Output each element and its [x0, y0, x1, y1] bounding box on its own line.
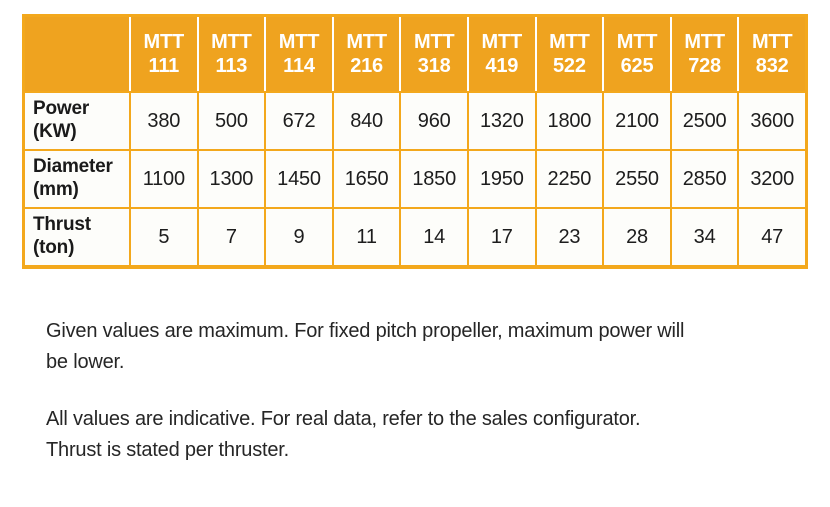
- column-header-top-line: MTT: [346, 31, 387, 53]
- row-label-unit: (KW): [33, 121, 77, 142]
- column-header: MTT 113: [198, 17, 265, 91]
- table-cell: 5: [131, 209, 197, 265]
- table-cell: 1300: [198, 151, 265, 207]
- column-header-bottom-line: 113: [215, 55, 248, 77]
- notes: Given values are maximum. For fixed pitc…: [46, 316, 786, 466]
- table-cell: 1450: [266, 151, 332, 207]
- note-line: All values are indicative. For real data…: [46, 408, 641, 430]
- table-cell: 840: [333, 93, 400, 149]
- column-header: MTT 318: [401, 17, 467, 91]
- column-header-top-line: MTT: [143, 31, 185, 53]
- column-header-bottom-line: 114: [283, 55, 315, 77]
- table-row: Power (KW) 380 500 672 840 960 1320 1800 2100 2500…: [25, 93, 805, 149]
- row-label: Thrust (ton): [25, 209, 129, 265]
- column-header: MTT 832: [739, 17, 805, 91]
- row-label-label: Thrust: [33, 214, 91, 236]
- table-cell: 3600: [739, 93, 805, 149]
- table-cell: 47: [739, 209, 805, 265]
- row-label: Power (KW): [25, 93, 129, 149]
- column-header-top-line: MTT: [481, 31, 523, 53]
- column-header-top-line: MTT: [549, 31, 590, 53]
- table-cell: 34: [671, 209, 738, 265]
- table-cell: 500: [198, 93, 265, 149]
- note-line: Given values are maximum. For fixed pitc…: [46, 320, 685, 342]
- row-label-unit: (ton): [33, 237, 75, 258]
- table-cell: 1100: [131, 151, 197, 207]
- column-header: MTT 625: [604, 17, 670, 91]
- column-header-top-line: MTT: [211, 31, 252, 53]
- column-header-bottom-line: 522: [553, 55, 586, 77]
- column-header: MTT 419: [468, 17, 535, 91]
- table-cell: 1850: [401, 151, 467, 207]
- table-cell: 2550: [604, 151, 670, 207]
- row-label: Diameter (mm): [25, 151, 129, 207]
- column-header-bottom-line: 419: [485, 55, 519, 77]
- note: Given values are maximum. For fixed pitc…: [46, 316, 786, 378]
- table-cell: 1650: [333, 151, 400, 207]
- table-cell: 1800: [536, 93, 603, 149]
- table-cell: 14: [401, 209, 467, 265]
- table-corner-cell: [25, 17, 129, 91]
- note-line: be lower.: [46, 351, 125, 373]
- column-header-bottom-line: 625: [620, 55, 654, 77]
- table-cell: 7: [198, 209, 265, 265]
- table-row: Diameter (mm) 1100 1300 1450 1650 1850 1950 2250…: [25, 151, 805, 207]
- column-header: MTT 522: [536, 17, 603, 91]
- table-cell: 1950: [468, 151, 535, 207]
- column-header-bottom-line: 318: [417, 55, 451, 77]
- column-header-top-line: MTT: [751, 31, 793, 53]
- column-header-bottom-line: 111: [148, 55, 180, 77]
- table-cell: 380: [131, 93, 197, 149]
- column-header-bottom-line: 216: [350, 55, 383, 77]
- table-cell: 2500: [671, 93, 738, 149]
- table-cell: 672: [266, 93, 332, 149]
- column-header-top-line: MTT: [684, 31, 725, 53]
- table-cell: 23: [536, 209, 603, 265]
- table-cell: 28: [604, 209, 670, 265]
- table-cell: 2250: [536, 151, 603, 207]
- table-header-row: MTT 111 MTT 113 MTT 114 MTT 216 MTT 318 MTT 419 MTT 5…: [25, 17, 805, 91]
- table-cell: 960: [401, 93, 467, 149]
- row-label-label: Power: [33, 98, 90, 120]
- column-header-top-line: MTT: [616, 31, 658, 53]
- table-cell: 11: [333, 209, 400, 265]
- table-cell: 17: [468, 209, 535, 265]
- column-header-bottom-line: 728: [688, 55, 721, 77]
- table-cell: 2100: [604, 93, 670, 149]
- row-label-unit: (mm): [33, 179, 79, 200]
- table-cell: 1320: [468, 93, 535, 149]
- column-header-top-line: MTT: [278, 31, 320, 53]
- row-label-label: Diameter: [33, 156, 113, 178]
- table-cell: 3200: [739, 151, 805, 207]
- thruster-spec-table: MTT 111 MTT 113 MTT 114 MTT 216 MTT 318 MTT 419 MTT 5…: [22, 14, 808, 269]
- table-cell: 9: [266, 209, 332, 265]
- note-line: Thrust is stated per thruster.: [46, 439, 289, 461]
- column-header-bottom-line: 832: [755, 55, 789, 77]
- table-row: Thrust (ton) 5 7 9 11 14 17 23 28 34 47: [25, 209, 805, 265]
- column-header: MTT 111: [131, 17, 197, 91]
- column-header: MTT 728: [671, 17, 738, 91]
- table-cell: 2850: [671, 151, 738, 207]
- column-header: MTT 216: [333, 17, 400, 91]
- column-header-top-line: MTT: [413, 31, 455, 53]
- column-header: MTT 114: [266, 17, 332, 91]
- note: All values are indicative. For real data…: [46, 404, 786, 466]
